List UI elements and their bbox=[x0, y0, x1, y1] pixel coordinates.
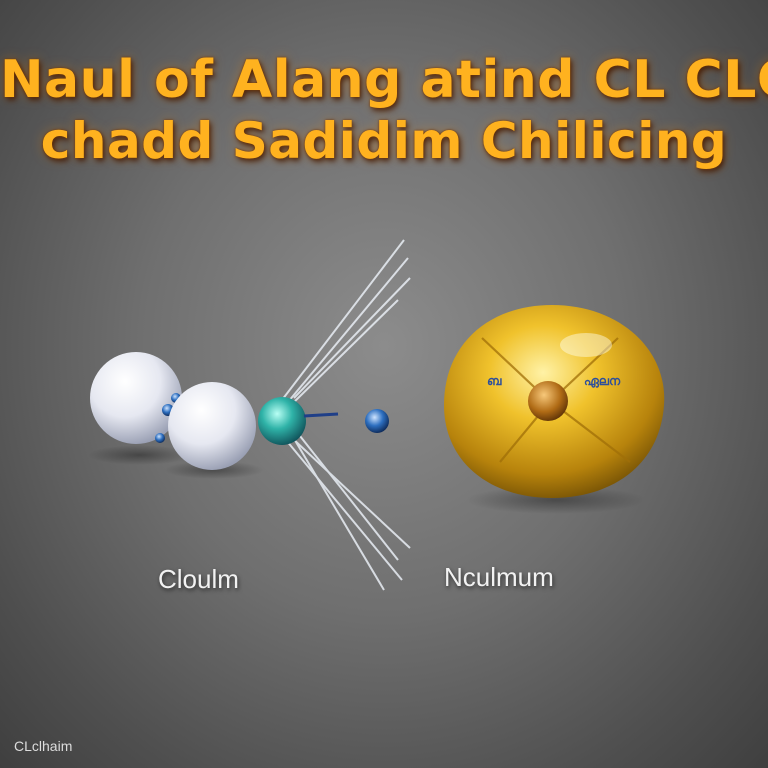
gold-text-left: ബ bbox=[487, 374, 502, 388]
teal-atom bbox=[258, 397, 306, 445]
bond-line bbox=[303, 412, 339, 418]
light-streaks-upper bbox=[281, 239, 411, 407]
light-streaks-lower bbox=[285, 435, 411, 591]
pearl-sphere-right bbox=[168, 382, 256, 470]
title-line-1: Naul of Alang atind CL CLC bbox=[0, 50, 768, 110]
gold-core bbox=[528, 381, 568, 421]
blue-bead bbox=[155, 433, 165, 443]
gold-text-right: ഏലന bbox=[584, 374, 621, 389]
title-line-2: chadd Sadidim Chilicing bbox=[40, 112, 728, 170]
pearl-sphere-left bbox=[90, 352, 182, 444]
watermark: CLclhaim bbox=[14, 738, 73, 754]
label-right: Nculmum bbox=[444, 562, 554, 592]
blue-atom bbox=[365, 409, 389, 433]
label-left: Cloulm bbox=[158, 564, 239, 594]
